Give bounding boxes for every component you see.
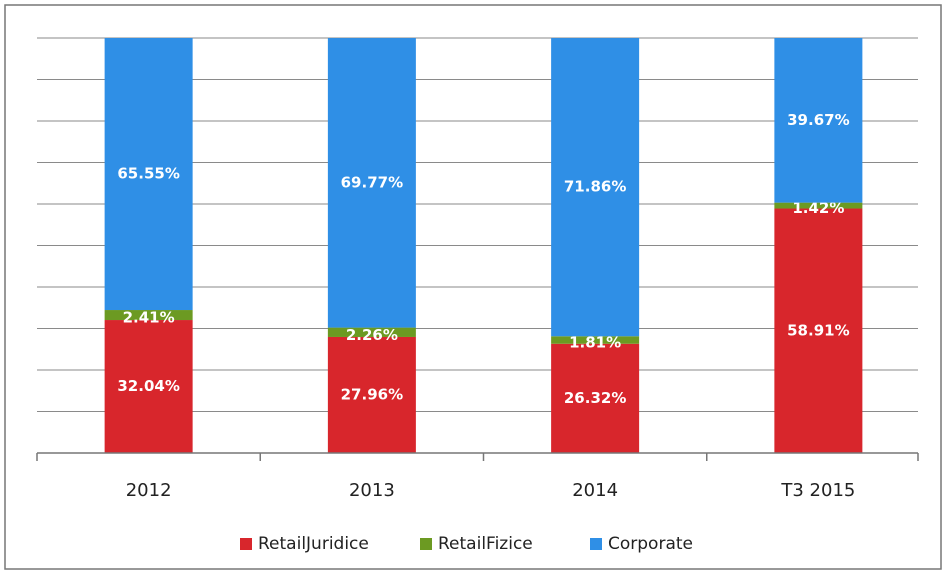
x-tick-label: 2013 (349, 480, 395, 501)
legend-swatch (240, 538, 252, 550)
legend-swatch (590, 538, 602, 550)
legend-swatch (420, 538, 432, 550)
legend-label: Corporate (608, 534, 693, 554)
bar-segment (774, 202, 863, 209)
value-label: 65.55% (117, 165, 179, 183)
value-label: 39.67% (787, 111, 849, 129)
legend-label: RetailFizice (438, 534, 533, 554)
value-label: 26.32% (564, 389, 626, 407)
bar-segment (551, 343, 640, 453)
value-label: 2.26% (346, 326, 398, 344)
bar-segment (327, 38, 416, 328)
x-tick-label: T3 2015 (780, 480, 855, 501)
bar-segment (327, 327, 416, 337)
value-label: 1.81% (569, 334, 621, 352)
value-label: 69.77% (341, 173, 403, 191)
bar-segment (104, 310, 193, 321)
value-label: 58.91% (787, 321, 849, 339)
value-label: 71.86% (564, 178, 626, 196)
value-label: 32.04% (117, 377, 179, 395)
value-label: 1.42% (792, 199, 844, 217)
bar-segment (551, 38, 640, 337)
value-label: 27.96% (341, 385, 403, 403)
x-tick-label: 2012 (126, 480, 172, 501)
bar-segment (774, 208, 863, 453)
x-tick-label: 2014 (572, 480, 618, 501)
bar-segment (104, 320, 193, 453)
bar-segment (327, 336, 416, 453)
bar-segment (551, 336, 640, 344)
value-label: 2.41% (123, 309, 175, 327)
legend-label: RetailJuridice (258, 534, 369, 554)
bar-segment (774, 38, 863, 203)
bar-segment (104, 38, 193, 311)
